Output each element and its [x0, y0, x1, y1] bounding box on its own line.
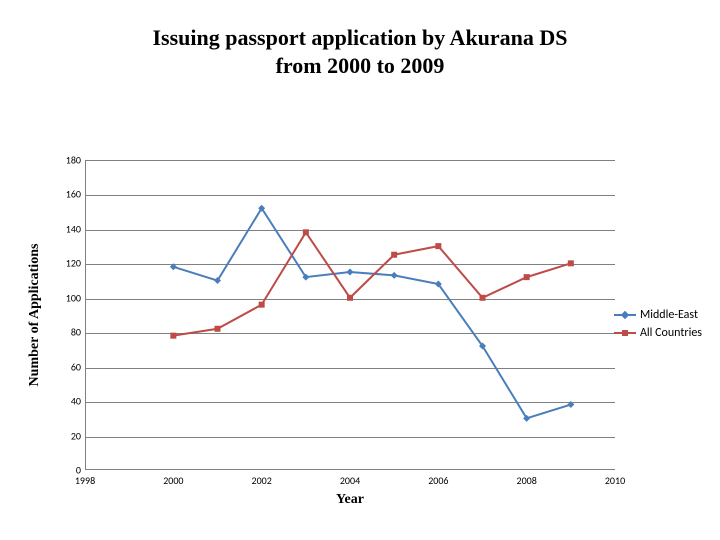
x-tick-label: 2006: [428, 474, 448, 487]
data-marker: [480, 295, 486, 301]
y-tick-label: 20: [51, 429, 81, 442]
y-tick-label: 120: [51, 257, 81, 270]
data-marker: [347, 268, 354, 275]
plot-wrap: Number of Applications Year 020406080100…: [85, 160, 615, 470]
data-marker: [391, 252, 397, 258]
data-marker: [524, 274, 530, 280]
x-tick-label: 2008: [517, 474, 537, 487]
y-tick-label: 40: [51, 395, 81, 408]
x-tick-label: 2002: [252, 474, 272, 487]
x-axis-title: Year: [85, 492, 615, 508]
legend-label: All Countries: [640, 326, 702, 340]
data-marker: [567, 401, 574, 408]
data-marker: [303, 229, 309, 235]
y-tick-label: 160: [51, 188, 81, 201]
x-tick-label: 2010: [605, 474, 625, 487]
data-marker: [215, 326, 221, 332]
series-svg: [85, 160, 615, 470]
data-marker: [391, 272, 398, 279]
legend: Middle-East All Countries: [614, 308, 702, 344]
x-tick-label: 2004: [340, 474, 360, 487]
legend-swatch: [614, 328, 636, 338]
data-marker: [259, 302, 265, 308]
y-axis-title: Number of Applications: [27, 244, 43, 387]
y-tick-label: 100: [51, 291, 81, 304]
x-tick-label: 1998: [75, 474, 95, 487]
x-tick-label: 2000: [163, 474, 183, 487]
chart-title-line1: Issuing passport application by Akurana …: [152, 25, 567, 50]
legend-label: Middle-East: [640, 308, 698, 322]
series-line: [173, 232, 571, 335]
data-marker: [568, 260, 574, 266]
y-tick-label: 60: [51, 360, 81, 373]
diamond-icon: [621, 311, 629, 319]
square-icon: [622, 330, 628, 336]
series-line: [173, 208, 571, 418]
y-tick-label: 180: [51, 154, 81, 167]
chart-title: Issuing passport application by Akurana …: [0, 24, 720, 79]
data-marker: [347, 295, 353, 301]
slide: Issuing passport application by Akurana …: [0, 0, 720, 540]
legend-swatch: [614, 310, 636, 320]
data-marker: [170, 333, 176, 339]
data-marker: [170, 263, 177, 270]
chart-title-line2: from 2000 to 2009: [276, 53, 445, 78]
y-tick-label: 140: [51, 222, 81, 235]
legend-item: Middle-East: [614, 308, 702, 322]
legend-item: All Countries: [614, 326, 702, 340]
y-tick-label: 80: [51, 326, 81, 339]
data-marker: [435, 243, 441, 249]
